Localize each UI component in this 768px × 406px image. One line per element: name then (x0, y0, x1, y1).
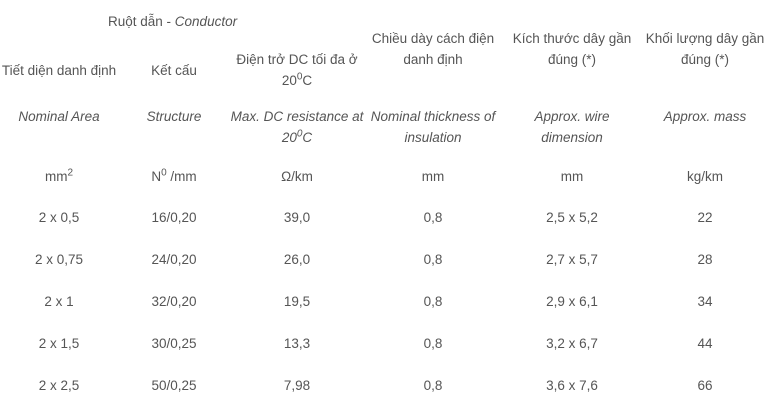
structure-header-en: Structure (146, 109, 202, 124)
table-row: 2 x 1,5 30/0,25 13,3 0,8 3,2 x 6,7 44 (0, 322, 768, 364)
mass-unit: kg/km (686, 168, 723, 184)
mass-cell: 34 (697, 293, 713, 309)
resistance-cell: 7,98 (283, 377, 311, 393)
dimension-cell: 2,7 x 5,7 (546, 251, 598, 267)
resistance-header-en-text: Max. DC resistance at 20 (230, 109, 364, 145)
area-unit: mm2 (0, 156, 118, 196)
dimension-cell: 3,6 x 7,6 (546, 377, 598, 393)
structure-cell: 32/0,20 (151, 293, 197, 309)
structure-unit-mm: /mm (166, 168, 197, 184)
area-unit-base: mm (44, 168, 68, 184)
dimension-cell: 2,9 x 6,1 (546, 293, 598, 309)
insulation-cell: 0,8 (423, 209, 443, 225)
structure-unit-sup: 0 (161, 167, 167, 178)
mass-cell: 44 (697, 335, 713, 351)
resistance-unit: Ω/km (281, 168, 313, 184)
mass-cell: 22 (697, 209, 713, 225)
mass-header-vi: Khối lượng dây gần đúng (*) (645, 31, 765, 67)
table-row: 2 x 0,5 16/0,20 39,0 0,8 2,5 x 5,2 22 (0, 196, 768, 238)
structure-cell: 16/0,20 (151, 209, 197, 225)
units-row: mm2 N0 /mm Ω/km mm mm kg/km (0, 156, 768, 196)
structure-cell: 30/0,25 (151, 335, 197, 351)
structure-unit-n: N (151, 168, 162, 184)
conductor-label-en: Conductor (174, 13, 238, 29)
dimension-cell: 3,2 x 6,7 (546, 335, 598, 351)
area-cell: 2 x 0,5 (38, 209, 80, 225)
resistance-header-vi: Điện trở DC tối đa ở 200C (230, 42, 364, 98)
area-cell: 2 x 1 (44, 293, 74, 309)
conductor-label-vi: Ruột dẫn - (108, 13, 175, 29)
area-cell: 2 x 2,5 (38, 377, 80, 393)
area-cell: 2 x 0,75 (34, 251, 84, 267)
mass-header-en: Approx. mass (663, 109, 747, 124)
resistance-header-en-unit: C (302, 130, 313, 145)
insulation-cell: 0,8 (423, 377, 443, 393)
resistance-cell: 26,0 (283, 251, 311, 267)
dimension-unit: mm (560, 168, 584, 184)
area-unit-sup: 2 (67, 167, 74, 178)
resistance-header-vi-sup: 0 (296, 71, 303, 83)
area-cell: 2 x 1,5 (38, 335, 80, 351)
dimension-header-vi: Kích thước dây gần đúng (*) (512, 31, 632, 67)
header-row-english: Nominal Area Structure Max. DC resistanc… (0, 98, 768, 156)
resistance-header-en: Max. DC resistance at 200C (230, 98, 364, 156)
mass-cell: 66 (697, 377, 713, 393)
structure-header-vi: Kết cấu (151, 62, 197, 78)
dimension-cell: 2,5 x 5,2 (546, 209, 598, 225)
insulation-header-en: Nominal thickness of insulation (370, 109, 496, 145)
insulation-unit: mm (421, 168, 445, 184)
conductor-group-header: Ruột dẫn - Conductor (0, 0, 364, 42)
structure-unit: N0 /mm (118, 156, 230, 196)
structure-cell: 50/0,25 (151, 377, 197, 393)
resistance-cell: 19,5 (283, 293, 311, 309)
insulation-cell: 0,8 (423, 293, 443, 309)
table-row: 2 x 0,75 24/0,20 26,0 0,8 2,7 x 5,7 28 (0, 238, 768, 280)
header-row-group: Ruột dẫn - Conductor Chiều dày cách điện… (0, 0, 768, 68)
dimension-header-en: Approx. wire dimension (534, 109, 610, 145)
table-row: 2 x 1 32/0,20 19,5 0,8 2,9 x 6,1 34 (0, 280, 768, 322)
area-header-vi: Tiết diện danh định (1, 62, 117, 78)
insulation-header-vi: Chiều dày cách điện danh định (371, 31, 495, 67)
resistance-header-vi-text: Điện trở DC tối đa ở 20 (236, 52, 358, 88)
structure-cell: 24/0,20 (151, 251, 197, 267)
insulation-cell: 0,8 (423, 251, 443, 267)
insulation-cell: 0,8 (423, 335, 443, 351)
table-row: 2 x 2,5 50/0,25 7,98 0,8 3,6 x 7,6 66 (0, 364, 768, 406)
header-row-sub: Tiết diện danh định Kết cấu Điện trở DC … (0, 42, 768, 98)
mass-cell: 28 (697, 251, 713, 267)
area-header-en: Nominal Area (18, 109, 100, 124)
resistance-cell: 39,0 (283, 209, 311, 225)
resistance-header-en-sup: 0 (296, 128, 303, 140)
resistance-cell: 13,3 (283, 335, 311, 351)
resistance-header-vi-unit: C (302, 73, 313, 88)
